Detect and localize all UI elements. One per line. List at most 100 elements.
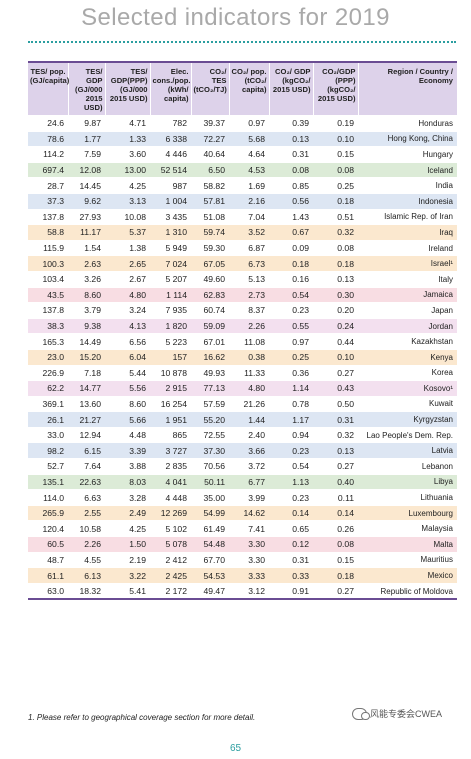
cell-col-2: 1.77: [68, 130, 105, 147]
header-col-4: Elec. cons./pop. (kWh/ capita): [150, 62, 192, 116]
cell-col-2: 9.62: [68, 192, 105, 210]
cell-col-8: 0.32: [313, 426, 358, 443]
cell-col-3: 5.66: [105, 411, 150, 428]
table-row: 26.1 21.27 5.66 1 951 55.20 1.44 1.17 0.31 Kyrgy…: [28, 411, 457, 428]
cell-col-6: 6.73: [229, 255, 269, 272]
cell-col-4: 7 024: [150, 255, 191, 272]
cell-col-3: 3.88: [105, 458, 150, 475]
cell-col-2: 2.63: [68, 255, 105, 272]
cell-col-3: 2.65: [105, 255, 150, 272]
table-row: 137.8 27.93 10.08 3 435 51.08 7.04 1.43 0.51 Isl…: [28, 208, 457, 225]
cell-col-2: 7.64: [68, 458, 105, 475]
cell-region: Luxembourg: [358, 504, 457, 521]
cell-col-4: 865: [150, 426, 191, 443]
cell-col-6: 3.33: [229, 567, 269, 584]
table-row: 226.9 7.18 5.44 10 878 49.93 11.33 0.36 0.27 Kor…: [28, 364, 457, 381]
cell-col-2: 22.63: [68, 473, 105, 490]
cell-col-1: 98.2: [28, 442, 68, 459]
table-row: 62.2 14.77 5.56 2 915 77.13 4.80 1.14 0.43 Kosov…: [28, 380, 457, 397]
table-row: 165.3 14.49 6.56 5 223 67.01 11.08 0.97 0.44 Kaz…: [28, 333, 457, 350]
cell-col-3: 1.33: [105, 130, 150, 147]
cell-col-2: 18.32: [68, 582, 105, 600]
cell-col-3: 2.49: [105, 504, 150, 521]
cell-col-7: 0.94: [269, 426, 313, 443]
cell-col-2: 21.27: [68, 411, 105, 428]
cell-col-5: 54.99: [191, 504, 229, 521]
cell-region: Jamaica: [358, 286, 457, 303]
cell-col-7: 1.43: [269, 208, 313, 225]
cell-col-1: 43.5: [28, 286, 68, 303]
cell-col-4: 5 078: [150, 536, 191, 553]
cell-col-5: 51.08: [191, 208, 229, 225]
table-row: 61.1 6.13 3.22 2 425 54.53 3.33 0.33 0.18 Mexico: [28, 567, 457, 584]
cell-col-1: 62.2: [28, 380, 68, 397]
cell-col-3: 5.41: [105, 582, 150, 600]
cell-col-6: 1.44: [229, 411, 269, 428]
cell-col-3: 5.44: [105, 364, 150, 381]
cell-col-8: 0.11: [313, 489, 358, 506]
table-row: 369.1 13.60 8.60 16 254 57.59 21.26 0.78 0.50 Ku…: [28, 395, 457, 412]
cell-col-7: 0.23: [269, 302, 313, 319]
cell-col-1: 78.6: [28, 130, 68, 147]
cell-region: Kenya: [358, 348, 457, 365]
cell-col-5: 59.09: [191, 317, 229, 334]
table-row: 265.9 2.55 2.49 12 269 54.99 14.62 0.14 0.14 Lux…: [28, 504, 457, 521]
wechat-icon: [352, 707, 370, 720]
cell-region: Malaysia: [358, 520, 457, 537]
cell-col-7: 0.39: [269, 115, 313, 132]
cell-col-4: 2 172: [150, 582, 191, 600]
cell-col-5: 72.55: [191, 426, 229, 443]
cell-region: Latvia: [358, 442, 457, 459]
cell-col-8: 0.08: [313, 239, 358, 256]
cell-col-8: 0.51: [313, 208, 358, 225]
table-row: 60.5 2.26 1.50 5 078 54.48 3.30 0.12 0.08 Malta: [28, 536, 457, 553]
header-region: Region / Country / Economy: [358, 62, 457, 116]
cell-col-4: 3 435: [150, 208, 191, 225]
table-row: 120.4 10.58 4.25 5 102 61.49 7.41 0.65 0.26 Mala…: [28, 520, 457, 537]
cell-col-7: 0.97: [269, 333, 313, 350]
cell-col-7: 0.31: [269, 146, 313, 163]
table-row: 52.7 7.64 3.88 2 835 70.56 3.72 0.54 0.27 Lebano…: [28, 458, 457, 475]
table-row: 63.0 18.32 5.41 2 172 49.47 3.12 0.91 0.27 Repub…: [28, 582, 457, 600]
table-row: 24.6 9.87 4.71 782 39.37 0.97 0.39 0.19 Honduras: [28, 115, 457, 132]
cell-col-7: 0.09: [269, 239, 313, 256]
cell-region: Lebanon: [358, 458, 457, 475]
cell-col-4: 5 949: [150, 239, 191, 256]
header-col-3: TES/ GDP(PPP) (GJ/000 2015 USD): [105, 62, 151, 116]
cell-col-5: 60.74: [191, 302, 229, 319]
cell-col-6: 2.26: [229, 317, 269, 334]
cell-col-6: 11.08: [229, 333, 269, 350]
cell-col-4: 2 425: [150, 567, 191, 584]
cell-col-8: 0.24: [313, 317, 358, 334]
cell-col-8: 0.27: [313, 582, 358, 600]
cell-col-7: 0.65: [269, 520, 313, 537]
cell-col-5: 67.05: [191, 255, 229, 272]
cell-col-8: 0.40: [313, 473, 358, 490]
cell-col-8: 0.13: [313, 442, 358, 459]
cell-region: Ireland: [358, 239, 457, 256]
cell-col-2: 15.20: [68, 348, 105, 365]
header-col-7: CO₂/ GDP (kgCO₂/ 2015 USD): [269, 62, 314, 116]
cell-col-4: 1 310: [150, 224, 191, 241]
table-row: 697.4 12.08 13.00 52 514 6.50 4.53 0.08 0.08 Ice…: [28, 161, 457, 178]
cell-col-8: 0.44: [313, 333, 358, 350]
cell-col-4: 5 207: [150, 270, 191, 288]
cell-region: Iraq: [358, 224, 457, 241]
cell-col-4: 1 004: [150, 192, 191, 210]
cell-col-7: 0.56: [269, 192, 313, 210]
cell-col-3: 1.38: [105, 239, 150, 256]
header-col-2: TES/ GDP (GJ/000 2015 USD): [68, 62, 106, 116]
cell-col-3: 4.25: [105, 520, 150, 537]
cell-region: Mexico: [358, 567, 457, 584]
cell-region: Mauritius: [358, 551, 457, 568]
cell-col-3: 3.60: [105, 146, 150, 163]
cell-col-7: 0.55: [269, 317, 313, 334]
cell-col-6: 3.12: [229, 582, 269, 600]
cell-region: Islamic Rep. of Iran: [358, 208, 457, 225]
cell-col-3: 4.25: [105, 177, 150, 194]
cell-col-2: 14.45: [68, 177, 105, 194]
cell-col-6: 4.64: [229, 146, 269, 163]
cell-col-2: 7.59: [68, 146, 105, 163]
cell-col-8: 0.50: [313, 395, 358, 412]
watermark: 风能专委会CWEA: [352, 707, 442, 720]
